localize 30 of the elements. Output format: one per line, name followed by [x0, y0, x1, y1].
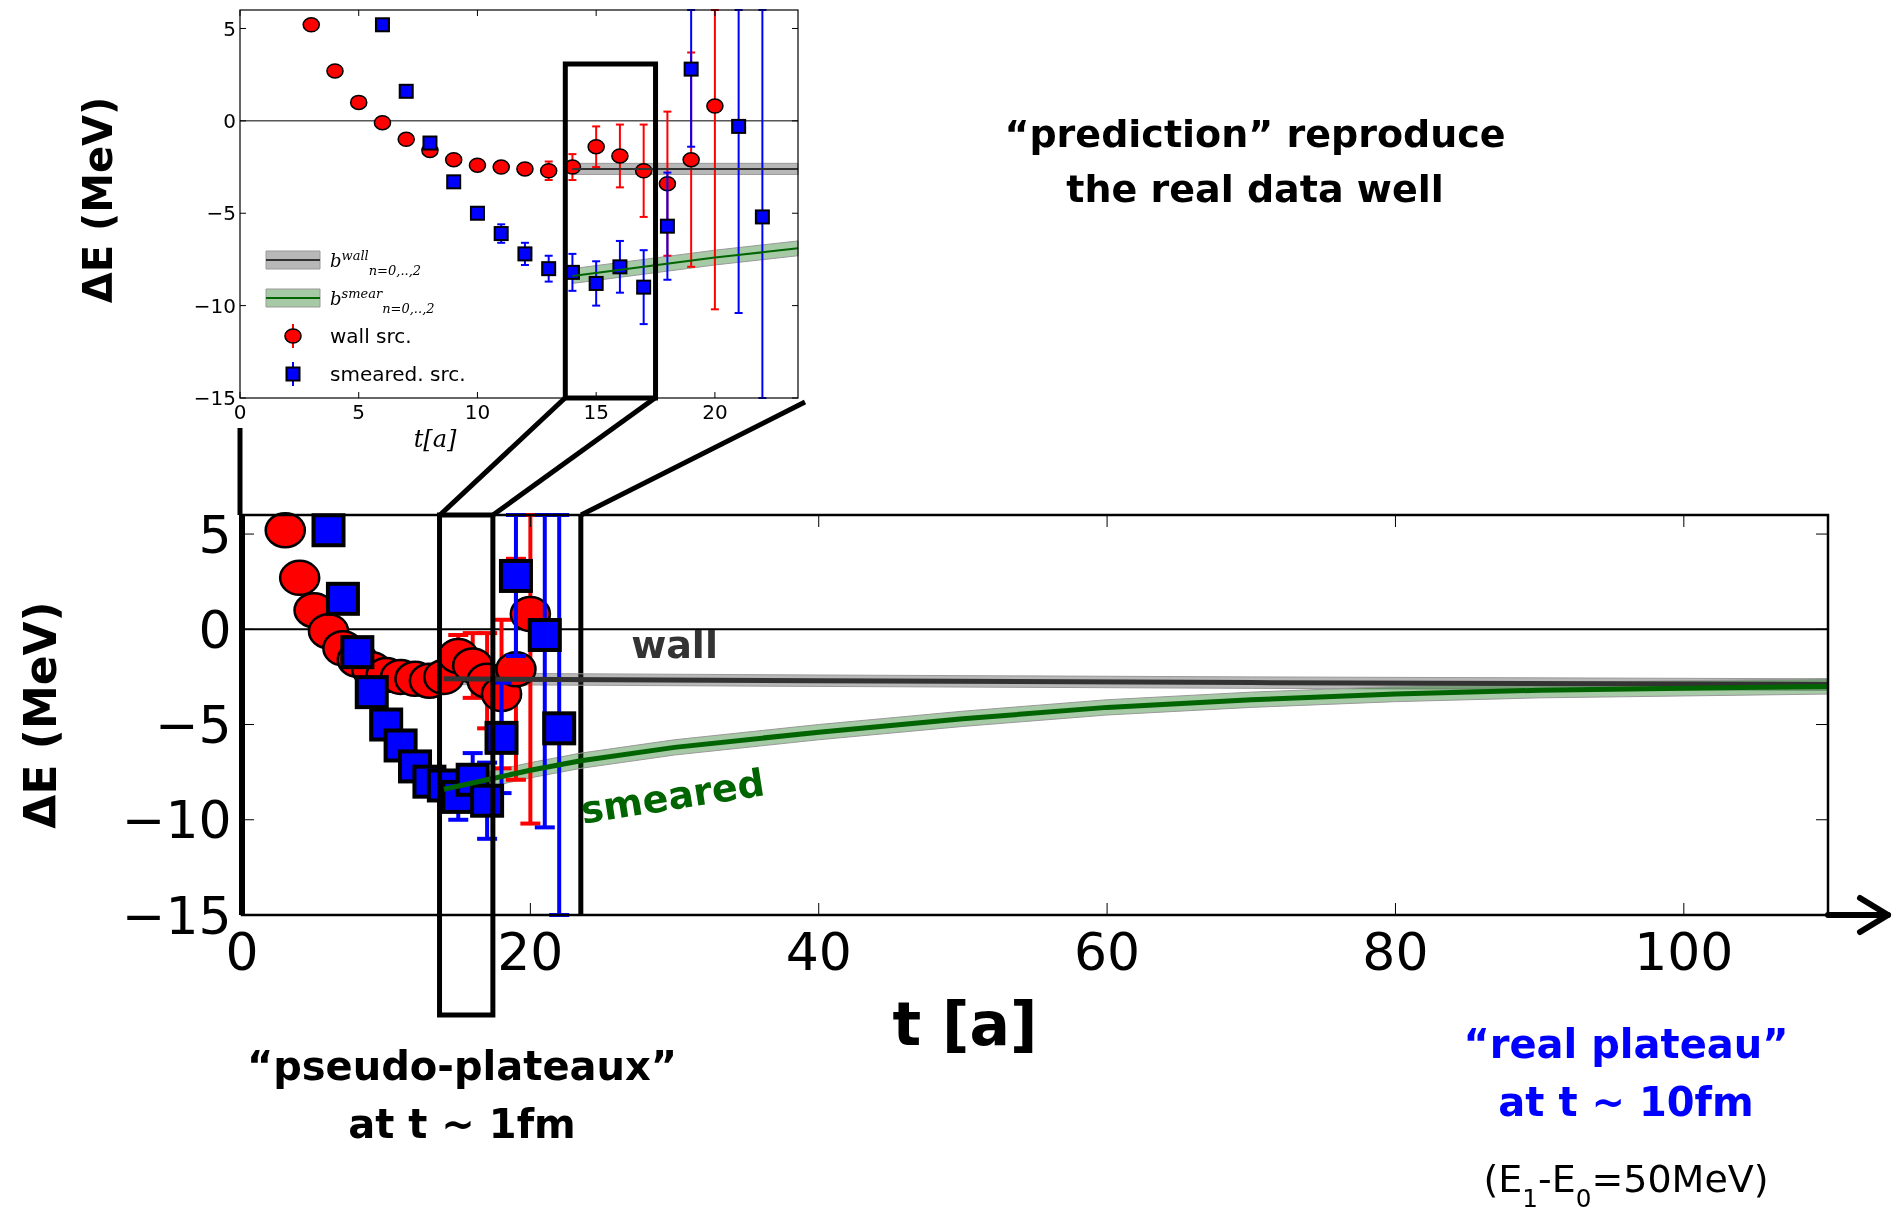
legend-label: wall src. [330, 324, 412, 348]
x-tick-label: 20 [497, 921, 564, 982]
y-tick-label: −10 [121, 790, 232, 851]
y-axis-title: ΔE (MeV) [75, 96, 121, 304]
x-tick-label: 80 [1362, 921, 1429, 982]
text: “prediction” reproduce the real data well [1004, 112, 1506, 212]
x-tick-label: 15 [583, 400, 609, 424]
text: “pseudo-plateaux” at t ~ 1fm [246, 1043, 678, 1147]
y-tick-label: −5 [154, 695, 232, 756]
x-tick-label: 60 [1074, 921, 1141, 982]
y-tick-label: 0 [198, 600, 232, 661]
y-tick-label: −15 [193, 386, 236, 411]
y-tick-label: −10 [193, 293, 236, 318]
text: (E$_{1}$-E$_{0}$=50MeV) [1483, 1157, 1769, 1213]
text: “real plateau” at t ~ 10fm [1463, 1021, 1789, 1125]
x-tick-label: 5 [352, 400, 366, 424]
y-axis-title: ΔE (MeV) [15, 601, 66, 829]
x-tick-label: 10 [464, 400, 491, 424]
legend-label: smeared. src. [330, 362, 466, 386]
series-label: wall [631, 622, 718, 667]
x-axis-title: t [a] [892, 989, 1038, 1059]
x-tick-label: 20 [702, 400, 728, 424]
x-axis-title: t[a] [413, 425, 457, 453]
y-tick-label: 0 [223, 109, 236, 134]
x-tick-label: 40 [785, 921, 852, 982]
y-tick-label: 5 [198, 504, 232, 565]
y-tick-label: 5 [223, 16, 236, 41]
x-tick-label: 100 [1634, 921, 1734, 982]
text: smeared [577, 760, 768, 833]
y-tick-label: −5 [206, 201, 236, 226]
